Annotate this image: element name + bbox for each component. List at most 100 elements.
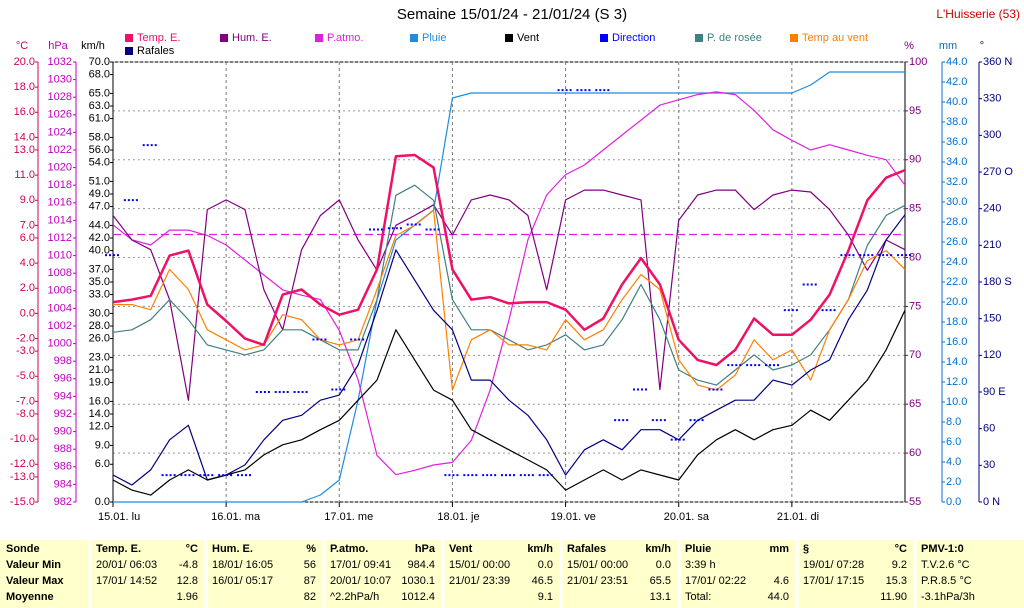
legend-swatch xyxy=(315,34,323,42)
table-cell-value: 1.96 xyxy=(177,591,198,603)
y-tick-label: 26.0 xyxy=(946,236,967,248)
y-tick-label: 9.0 xyxy=(95,439,110,451)
table-cell-value: 11.90 xyxy=(880,591,907,603)
x-tick-label: 17.01. me xyxy=(324,511,373,523)
y-tick-label: 360 N xyxy=(983,56,1012,68)
y-tick-label: 70.0 xyxy=(89,56,110,68)
series-line xyxy=(112,91,906,476)
y-tick-label: 1022 xyxy=(48,144,72,156)
y-tick-label: 44.0 xyxy=(89,219,110,231)
table-unit: km/h xyxy=(645,543,671,555)
table-cell: -3.1hPa/3h xyxy=(921,591,975,603)
y-tick-label: 2.0 xyxy=(20,282,35,294)
table-cell-value: 56 xyxy=(304,559,316,571)
y-tick-label: 2.0 xyxy=(946,476,961,488)
y-tick-label: 0.0 xyxy=(20,307,35,319)
legend-swatch xyxy=(125,34,133,42)
chart-title: Semaine 15/01/24 - 21/01/24 (S 3) xyxy=(397,6,627,23)
table-header: Sonde xyxy=(6,543,40,555)
y-tick-label: 19.0 xyxy=(89,376,110,388)
table-cell: 16/01/ 05:17 xyxy=(212,575,273,587)
table-cell: 17/01/ 14:52 xyxy=(96,575,157,587)
y-tick-label: 47.0 xyxy=(89,200,110,212)
y-tick-label: 1010 xyxy=(48,250,72,262)
y-tick-label: 150 xyxy=(983,313,1001,325)
legend-swatch xyxy=(220,34,228,42)
legend-swatch xyxy=(790,34,798,42)
series-line xyxy=(112,189,906,401)
y-tick-label: 8.0 xyxy=(946,416,961,428)
y-tick-label: 1028 xyxy=(48,91,72,103)
y-tick-label: 984 xyxy=(54,478,72,490)
y-tick-label: 30 xyxy=(983,459,995,471)
table-cell: ^2.2hPa/h xyxy=(330,591,379,603)
table-cell: 15/01/ 00:00 xyxy=(567,559,628,571)
y-tick-label: 11.0 xyxy=(14,169,35,181)
y-tick-label: 988 xyxy=(54,443,72,455)
y-tick-label: 28.0 xyxy=(89,320,110,332)
y-tick-label: 240 xyxy=(983,203,1001,215)
y-tick-label: 14.0 xyxy=(89,408,110,420)
x-tick-label: 20.01. sa xyxy=(664,511,710,523)
table-cell-value: 13.1 xyxy=(650,591,671,603)
table-header: § xyxy=(803,543,809,555)
y-tick-label: 4.0 xyxy=(946,456,961,468)
y-tick-label: 0.0 xyxy=(95,496,110,508)
y-tick-label: 49.0 xyxy=(89,188,110,200)
y-tick-label: 0.0 xyxy=(946,496,961,508)
table-cell: Moyenne xyxy=(6,591,54,603)
y-tick-label: 42.0 xyxy=(89,232,110,244)
y-tick-label: 33.0 xyxy=(89,288,110,300)
y-tick-label: 65 xyxy=(909,398,921,410)
table-cell-value: 9.1 xyxy=(538,591,553,603)
table-header: Rafales xyxy=(567,543,606,555)
y-tick-label: 40.0 xyxy=(89,244,110,256)
series-line xyxy=(112,310,906,496)
y-tick-label: 18.0 xyxy=(14,81,35,93)
y-tick-label: 982 xyxy=(54,496,72,508)
y-tick-label: -5.0 xyxy=(16,370,35,382)
table-header: Temp. E. xyxy=(96,543,141,555)
y-tick-label: 90 E xyxy=(983,386,1006,398)
axis-unit: hPa xyxy=(48,40,68,52)
y-tick-label: 12.0 xyxy=(89,420,110,432)
y-tick-label: 34.0 xyxy=(946,156,967,168)
y-tick-label: 994 xyxy=(54,390,72,402)
y-tick-label: 1012 xyxy=(48,232,72,244)
table-cell-value: 0.0 xyxy=(538,559,553,571)
table-cell-value: 4.6 xyxy=(774,575,789,587)
y-tick-label: -8.0 xyxy=(16,408,35,420)
plot-area xyxy=(112,61,906,503)
table-cell-value: -4.8 xyxy=(179,559,198,571)
y-tick-label: 13.0 xyxy=(14,144,35,156)
axis-unit: % xyxy=(904,40,914,52)
y-tick-label: 54.0 xyxy=(89,156,110,168)
y-tick-label: 32.0 xyxy=(946,176,967,188)
table-cell-value: 87 xyxy=(304,575,316,587)
series-line xyxy=(112,184,906,386)
y-tick-label: 16.0 xyxy=(89,395,110,407)
y-tick-label: 1006 xyxy=(48,285,72,297)
legend-swatch xyxy=(125,47,133,55)
table-unit: km/h xyxy=(527,543,553,555)
y-tick-label: 992 xyxy=(54,408,72,420)
y-tick-label: -3.0 xyxy=(16,345,35,357)
table-cell: Valeur Max xyxy=(6,575,64,587)
y-tick-label: 210 xyxy=(983,239,1001,251)
y-tick-label: 68.0 xyxy=(89,68,110,80)
legend-swatch xyxy=(695,34,703,42)
y-tick-label: 1016 xyxy=(48,197,72,209)
legend-label: Hum. E. xyxy=(232,32,272,44)
y-tick-label: 22.0 xyxy=(946,276,967,288)
y-tick-label: 4.0 xyxy=(20,257,35,269)
table-unit: °C xyxy=(895,543,907,555)
y-tick-label: 21.0 xyxy=(89,364,110,376)
table-cell: 18/01/ 16:05 xyxy=(212,559,273,571)
table-unit: % xyxy=(306,543,316,555)
y-tick-label: 120 xyxy=(983,349,1001,361)
table-cell: 19/01/ 07:28 xyxy=(803,559,864,571)
table-cell: T.V.2.6 °C xyxy=(921,559,970,571)
y-tick-label: 28.0 xyxy=(946,216,967,228)
series-line xyxy=(113,209,906,391)
